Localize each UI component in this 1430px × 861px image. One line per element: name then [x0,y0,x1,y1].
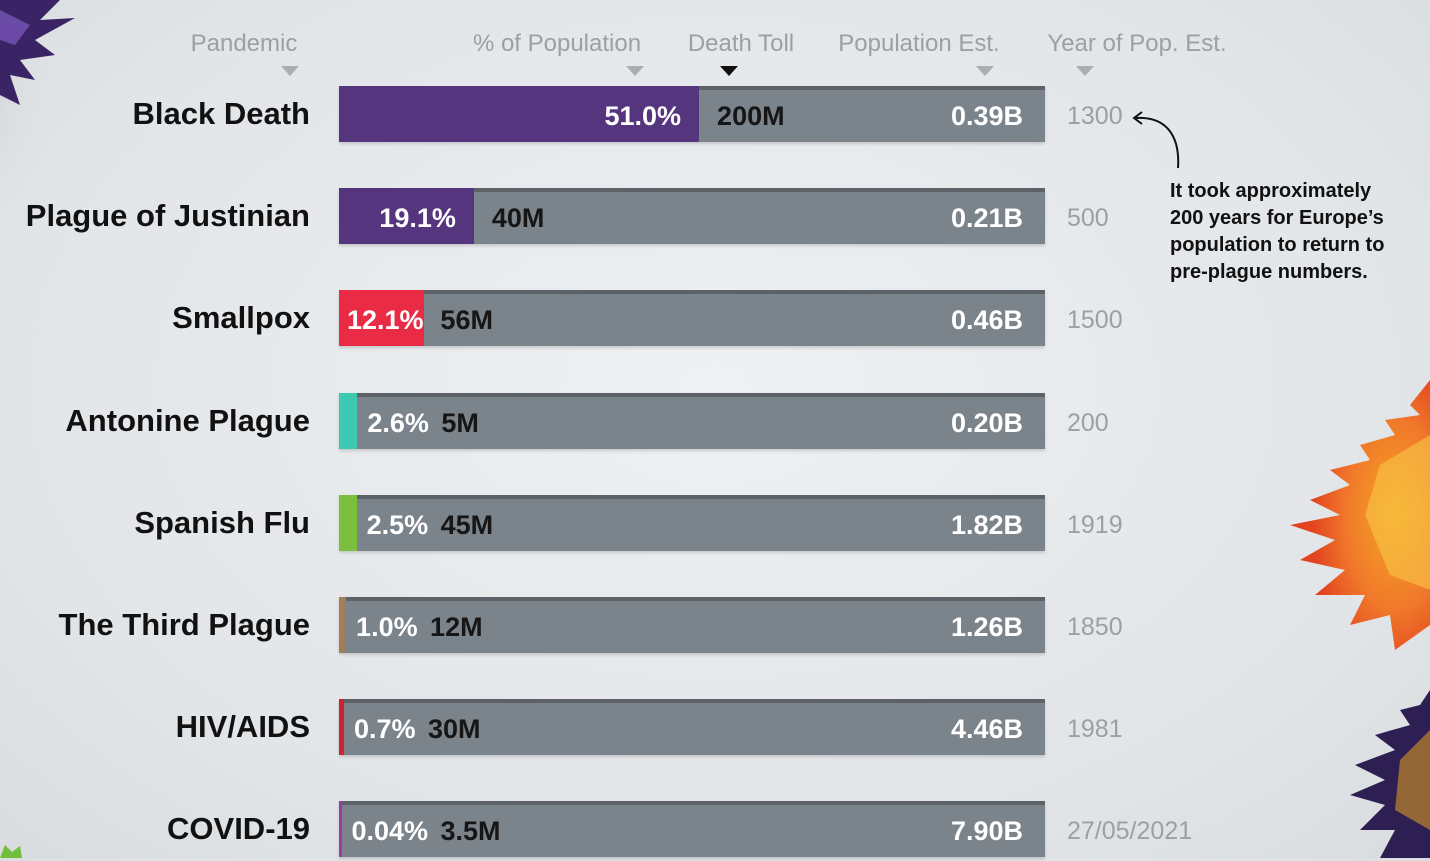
population-bar: 0.04% 3.5M 7.90B [339,801,1045,857]
pct-fill-bar [339,801,342,857]
year-of-pop-est-label: 1981 [1067,699,1123,755]
death-toll-label: 5M [441,393,479,449]
population-est-label: 4.46B [951,699,1023,755]
sort-arrow-death-toll-icon[interactable] [720,66,738,76]
death-toll-label: 30M [428,699,481,755]
header-pct-population[interactable]: % of Population [473,30,641,58]
pct-fill-bar [339,597,346,653]
population-bar: 12.1% 56M 0.46B [339,290,1045,346]
population-est-label: 0.39B [951,86,1023,142]
table-row: Spanish Flu 2.5% 45M 1.82B 1919 [0,495,1430,551]
sort-arrow-year-of-pop-est-icon[interactable] [1076,66,1094,76]
pct-label: 1.0% [356,597,418,653]
death-toll-label: 45M [441,495,494,551]
pandemic-name: HIV/AIDS [176,699,310,755]
death-toll-label: 3.5M [441,801,501,857]
pct-label: 12.1% [347,290,424,346]
sort-arrow-pct-population-icon[interactable] [626,66,644,76]
pandemic-name: Black Death [133,86,310,142]
header-year-of-pop-est[interactable]: Year of Pop. Est. [1047,30,1226,58]
population-bar: 2.5% 45M 1.82B [339,495,1045,551]
header-pandemic[interactable]: Pandemic [191,30,298,58]
year-of-pop-est-label: 500 [1067,188,1109,244]
table-row: Antonine Plague 2.6% 5M 0.20B 200 [0,393,1430,449]
header-death-toll[interactable]: Death Toll [688,30,794,58]
population-est-label: 1.82B [951,495,1023,551]
pct-label: 2.6% [367,393,429,449]
header-population-est[interactable]: Population Est. [838,30,999,58]
population-bar: 51.0% 200M 0.39B [339,86,1045,142]
pct-fill-bar [339,393,357,449]
pandemic-name: Plague of Justinian [26,188,310,244]
pandemic-name: Antonine Plague [65,393,310,449]
pct-label: 0.7% [354,699,416,755]
pandemic-name: The Third Plague [59,597,310,653]
death-toll-label: 40M [492,188,545,244]
population-bar: 1.0% 12M 1.26B [339,597,1045,653]
year-of-pop-est-label: 1500 [1067,290,1123,346]
year-of-pop-est-label: 200 [1067,393,1109,449]
sort-arrow-population-est-icon[interactable] [976,66,994,76]
pct-fill-bar [339,495,357,551]
population-est-label: 1.26B [951,597,1023,653]
pct-fill-bar [339,699,344,755]
pct-label: 51.0% [605,86,682,142]
death-toll-label: 200M [717,86,785,142]
pandemic-name: Spanish Flu [134,495,310,551]
pct-label: 2.5% [367,495,429,551]
population-bar: 2.6% 5M 0.20B [339,393,1045,449]
death-toll-label: 12M [430,597,483,653]
year-of-pop-est-label: 1919 [1067,495,1123,551]
table-row: HIV/AIDS 0.7% 30M 4.46B 1981 [0,699,1430,755]
pandemic-name: COVID-19 [167,801,310,857]
population-est-label: 0.21B [951,188,1023,244]
annotation-note: It took approximately 200 years for Euro… [1170,178,1410,286]
population-bar: 0.7% 30M 4.46B [339,699,1045,755]
population-est-label: 0.46B [951,290,1023,346]
table-row: COVID-19 0.04% 3.5M 7.90B 27/05/2021 [0,801,1430,857]
year-of-pop-est-label: 1850 [1067,597,1123,653]
sort-arrow-pandemic-icon[interactable] [281,66,299,76]
year-of-pop-est-label: 27/05/2021 [1067,801,1192,857]
table-row: Black Death 51.0% 200M 0.39B 1300 [0,86,1430,142]
death-toll-label: 56M [440,290,493,346]
pct-label: 0.04% [352,801,429,857]
pandemic-name: Smallpox [172,290,310,346]
population-est-label: 7.90B [951,801,1023,857]
year-of-pop-est-label: 1300 [1067,86,1123,142]
population-bar: 19.1% 40M 0.21B [339,188,1045,244]
table-row: Smallpox 12.1% 56M 0.46B 1500 [0,290,1430,346]
table-row: The Third Plague 1.0% 12M 1.26B 1850 [0,597,1430,653]
pct-label: 19.1% [379,188,456,244]
population-est-label: 0.20B [951,393,1023,449]
